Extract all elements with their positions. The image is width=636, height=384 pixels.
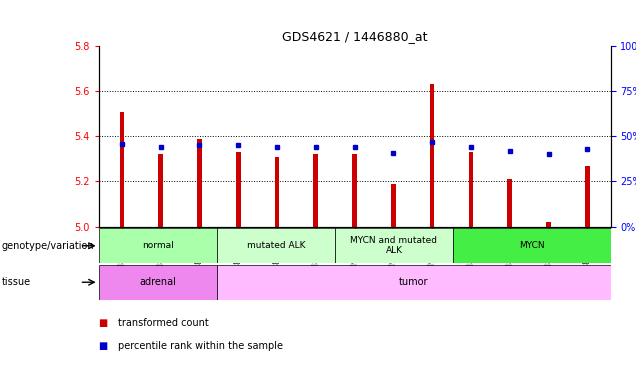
Bar <box>335 228 453 263</box>
Text: genotype/variation: genotype/variation <box>2 241 95 251</box>
Bar <box>469 152 473 227</box>
Text: tissue: tissue <box>2 277 31 287</box>
Bar <box>158 154 163 227</box>
Text: MYCN: MYCN <box>519 241 544 250</box>
Bar <box>508 179 512 227</box>
Text: ■: ■ <box>99 318 108 328</box>
Bar <box>453 228 611 263</box>
Text: mutated ALK: mutated ALK <box>247 241 305 250</box>
Text: MYCN and mutated
ALK: MYCN and mutated ALK <box>350 236 438 255</box>
Text: transformed count: transformed count <box>118 318 209 328</box>
Text: adrenal: adrenal <box>139 277 176 287</box>
Text: ■: ■ <box>99 341 108 351</box>
Bar <box>275 157 279 227</box>
Title: GDS4621 / 1446880_at: GDS4621 / 1446880_at <box>282 30 427 43</box>
Bar <box>430 84 434 227</box>
Bar <box>314 154 318 227</box>
Bar <box>352 154 357 227</box>
Bar <box>197 139 202 227</box>
Bar <box>391 184 396 227</box>
Bar <box>236 152 240 227</box>
Text: normal: normal <box>142 241 174 250</box>
Bar <box>99 265 217 300</box>
Bar <box>217 265 611 300</box>
Text: percentile rank within the sample: percentile rank within the sample <box>118 341 282 351</box>
Bar <box>546 222 551 227</box>
Bar <box>585 166 590 227</box>
Text: tumor: tumor <box>399 277 429 287</box>
Bar <box>120 111 124 227</box>
Bar <box>99 228 217 263</box>
Bar <box>217 228 335 263</box>
